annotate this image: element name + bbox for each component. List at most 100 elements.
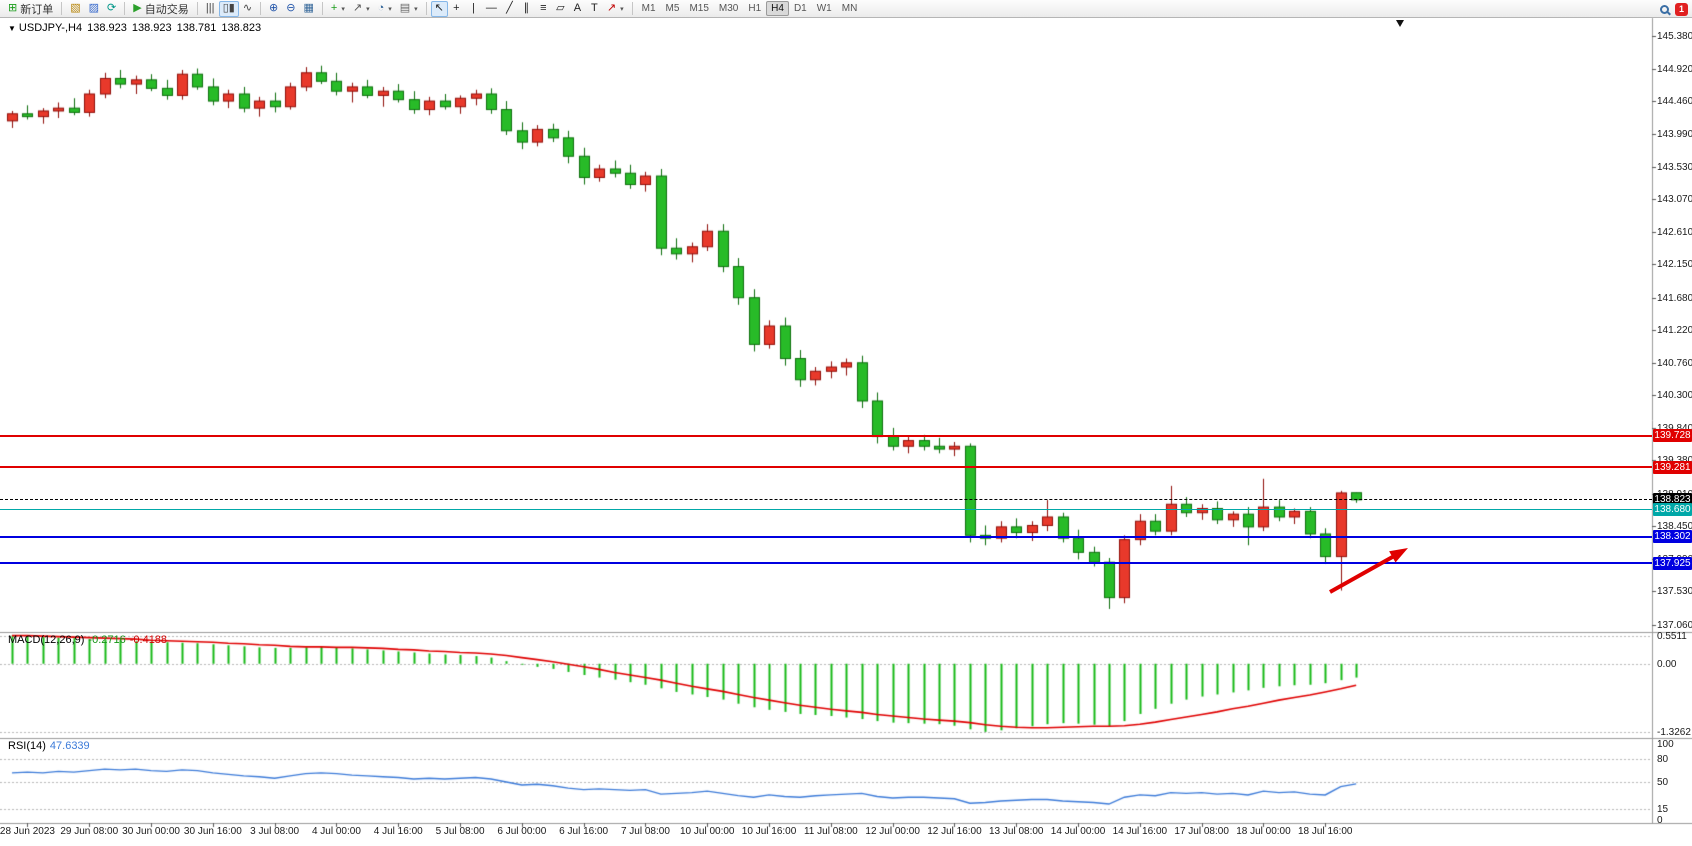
timeframe-d1-button[interactable]: D1	[793, 3, 807, 14]
price-line-139.728[interactable]	[0, 434, 1652, 437]
price-line-138.823[interactable]	[0, 498, 1652, 500]
price-tag-138.823: 138.823	[1653, 493, 1692, 507]
crosshair-button[interactable]: +	[448, 1, 465, 17]
channel-icon: ∥	[523, 2, 530, 14]
tile-windows-button[interactable]: ▦	[299, 1, 317, 17]
date-label: 10 Jul 00:00	[680, 826, 735, 837]
line-chart-button[interactable]: ∿	[239, 1, 256, 17]
price-tag-139.728: 139.728	[1653, 429, 1692, 443]
new-chart-button[interactable]: ▧	[66, 1, 84, 17]
text-label-button[interactable]: T	[586, 1, 603, 17]
arrows-caret-icon: ▾	[620, 5, 624, 13]
toolbar-right: 1	[1660, 0, 1688, 18]
zoom-out-icon: ⊖	[286, 2, 296, 14]
toolbar-separator	[425, 2, 427, 15]
profiles-icon: ▨	[88, 2, 100, 14]
text-button[interactable]: A	[569, 1, 586, 17]
rsi-name: RSI(14)	[8, 740, 46, 752]
indicators-caret-icon: ▾	[341, 5, 345, 13]
rsi-axis-label: 80	[1657, 754, 1669, 766]
price-axis-label: 143.990	[1657, 129, 1692, 141]
new-order-button[interactable]: ⊞ 新订单	[4, 1, 57, 17]
price-line-139.281[interactable]	[0, 466, 1652, 469]
periods-button[interactable]: ◔ ▾	[374, 1, 396, 17]
timeframe-m15-button[interactable]: M15	[689, 3, 709, 14]
price-axis-label: 137.530	[1657, 586, 1692, 598]
profiles-button[interactable]: ▨	[85, 1, 103, 17]
text-icon: A	[573, 2, 582, 14]
text-label-icon: T	[591, 2, 598, 14]
timeframe-mn-button[interactable]: MN	[841, 3, 858, 14]
autotrade-button[interactable]: ▶ 自动交易	[129, 1, 192, 17]
timeframe-w1-button[interactable]: W1	[816, 3, 832, 14]
new-chart-icon: ▧	[70, 2, 81, 14]
rsi-axis-label: 100	[1657, 739, 1674, 750]
price-axis-label: 143.530	[1657, 161, 1692, 173]
zoom-out-button[interactable]: ⊖	[282, 1, 299, 17]
shift-marker-icon[interactable]	[1396, 20, 1404, 27]
arrows-icon: ↗	[606, 2, 617, 14]
price-axis-label: 139.840	[1657, 423, 1692, 434]
tile-windows-icon: ▦	[303, 2, 314, 14]
zoom-in-button[interactable]: ⊕	[265, 1, 282, 17]
timeframe-m1-button[interactable]: M1	[641, 3, 656, 14]
timeframe-h4-button[interactable]: H4	[766, 1, 789, 16]
vertical-line-button[interactable]: |	[465, 1, 482, 17]
autotrade-label: 自动交易	[144, 3, 189, 16]
date-label: 6 Jul 00:00	[497, 826, 547, 837]
date-label: 14 Jul 00:00	[1050, 826, 1106, 837]
date-label: 6 Jul 16:00	[559, 826, 609, 837]
search-icon[interactable]	[1660, 4, 1669, 14]
line-chart-icon: ∿	[242, 2, 253, 14]
shapes-button[interactable]: ▱	[552, 1, 569, 17]
price-tag-138.302: 138.302	[1653, 530, 1692, 544]
templates-icon: ▤	[399, 2, 411, 14]
macd-main-value: -0.2716	[88, 634, 126, 646]
bar-chart-icon: |||	[205, 2, 215, 14]
rsi-axis-label: 50	[1657, 777, 1669, 788]
date-label: 14 Jul 16:00	[1112, 826, 1168, 837]
ohlc-low: 138.781	[176, 22, 217, 34]
timeframe-m5-button[interactable]: M5	[665, 3, 680, 14]
chart-title: ▼ USDJPY-,H4 138.923 138.923 138.781 138.823	[8, 22, 266, 34]
vertical-line-icon: |	[471, 2, 475, 14]
refresh-icon: ⟳	[107, 2, 117, 14]
refresh-button[interactable]: ⟳	[103, 1, 120, 17]
horizontal-line-button[interactable]: —	[482, 1, 501, 17]
toolbar-separator	[321, 2, 323, 15]
price-axis-label: 144.460	[1657, 96, 1692, 108]
fibonacci-button[interactable]: ≡	[535, 1, 552, 17]
ohlc-open: 138.923	[87, 22, 127, 34]
bar-chart-button[interactable]: |||	[202, 1, 219, 17]
price-axis-label: 145.380	[1657, 31, 1692, 42]
trendline-icon: ╱	[506, 2, 513, 14]
arrow-annotation[interactable]	[1300, 530, 1430, 610]
price-tag-138.680: 138.680	[1653, 503, 1692, 517]
chart-caret-icon[interactable]: ▼	[8, 24, 16, 33]
objects-button[interactable]: ↗ ▾	[349, 1, 374, 17]
price-line-138.302[interactable]	[0, 535, 1652, 538]
templates-button[interactable]: ▤ ▾	[396, 1, 422, 17]
arrows-button[interactable]: ↗ ▾	[603, 1, 628, 17]
cursor-button[interactable]: ↖	[430, 0, 448, 17]
channel-button[interactable]: ∥	[518, 1, 535, 17]
new-order-icon: ⊞	[8, 2, 18, 14]
notification-badge[interactable]: 1	[1675, 2, 1688, 16]
trendline-button[interactable]: ╱	[501, 1, 518, 17]
date-label: 30 Jun 00:00	[122, 826, 180, 837]
indicators-button[interactable]: + ▾	[327, 1, 349, 17]
rsi-label: RSI(14) 47.6339	[8, 740, 94, 752]
price-line-137.925[interactable]	[0, 562, 1652, 565]
templates-caret-icon: ▾	[414, 5, 418, 13]
timeframe-m30-button[interactable]: M30	[718, 3, 739, 14]
candlestick-chart-button[interactable]: ▯▮	[218, 0, 239, 17]
shapes-icon: ▱	[556, 2, 565, 14]
toolbar-separator	[124, 2, 126, 15]
timeframe-h1-button[interactable]: H1	[748, 3, 762, 14]
price-line-138.680[interactable]	[0, 509, 1652, 511]
date-label: 7 Jul 08:00	[620, 826, 670, 837]
date-label: 11 Jul 08:00	[803, 826, 858, 837]
objects-caret-icon: ▾	[366, 5, 370, 13]
